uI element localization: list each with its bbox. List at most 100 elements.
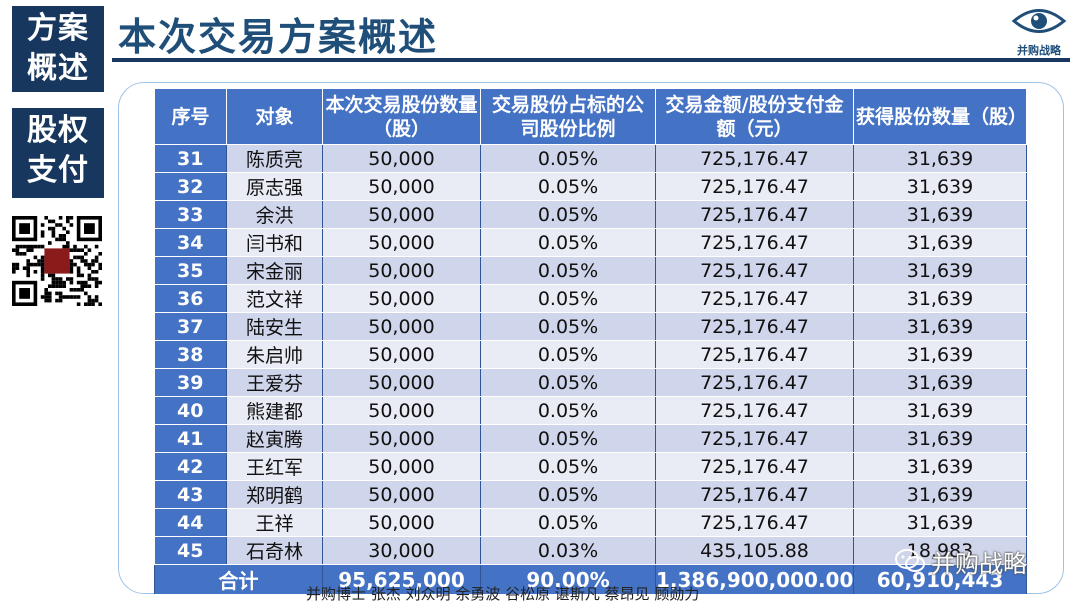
table-row: 35 宋金丽 50,000 0.05% 725,176.47 31,639 <box>154 256 1027 285</box>
share-quantity: 50,000 <box>322 284 481 313</box>
total-label: 合计 <box>154 564 323 595</box>
table-row: 34 闫书和 50,000 0.05% 725,176.47 31,639 <box>154 228 1027 257</box>
transaction-table: 序号 对象 本次交易股份数量（股） 交易股份占标的公司股份比例 交易金额/股份支… <box>154 88 1027 595</box>
table-row: 36 范文祥 50,000 0.05% 725,176.47 31,639 <box>154 284 1027 313</box>
ownership-ratio: 0.05% <box>480 172 656 201</box>
ownership-ratio: 0.05% <box>480 312 656 341</box>
row-index: 33 <box>154 200 227 229</box>
total-ratio: 90.00% <box>480 564 656 595</box>
payment-amount: 435,105.88 <box>655 536 854 565</box>
watermark-text: 并购战略 <box>931 549 1027 578</box>
row-index: 32 <box>154 172 227 201</box>
share-quantity: 50,000 <box>322 452 481 481</box>
row-index: 41 <box>154 424 227 453</box>
table-row: 40 熊建都 50,000 0.05% 725,176.47 31,639 <box>154 396 1027 425</box>
ownership-ratio: 0.05% <box>480 508 656 537</box>
acquired-shares: 31,639 <box>853 452 1027 481</box>
total-shares: 95,625,000 <box>322 564 481 595</box>
acquired-shares: 31,639 <box>853 144 1027 173</box>
share-quantity: 50,000 <box>322 396 481 425</box>
payment-amount: 725,176.47 <box>655 284 854 313</box>
acquired-shares: 31,639 <box>853 340 1027 369</box>
table-row: 44 王祥 50,000 0.05% 725,176.47 31,639 <box>154 508 1027 537</box>
subject-name: 王祥 <box>226 508 323 537</box>
column-header: 对象 <box>226 88 323 145</box>
share-quantity: 50,000 <box>322 144 481 173</box>
total-acquired: 60,910,443 <box>853 564 1027 595</box>
qr-code <box>12 216 102 306</box>
table-row: 43 郑明鹤 50,000 0.05% 725,176.47 31,639 <box>154 480 1027 509</box>
table-row: 31 陈质亮 50,000 0.05% 725,176.47 31,639 <box>154 144 1027 173</box>
share-quantity: 50,000 <box>322 368 481 397</box>
share-quantity: 50,000 <box>322 480 481 509</box>
title-divider <box>112 58 1070 62</box>
subject-name: 熊建都 <box>226 396 323 425</box>
ownership-ratio: 0.05% <box>480 144 656 173</box>
ownership-ratio: 0.05% <box>480 256 656 285</box>
total-amount: 1,386,900,000.00 <box>655 564 854 595</box>
row-index: 45 <box>154 536 227 565</box>
share-quantity: 50,000 <box>322 200 481 229</box>
table-row: 32 原志强 50,000 0.05% 725,176.47 31,639 <box>154 172 1027 201</box>
acquired-shares: 18,983 <box>853 536 1027 565</box>
payment-amount: 725,176.47 <box>655 144 854 173</box>
eye-logo-icon <box>1011 9 1067 33</box>
acquired-shares: 31,639 <box>853 508 1027 537</box>
wechat-icon <box>895 548 925 574</box>
acquired-shares: 31,639 <box>853 480 1027 509</box>
section-label-overview: 方案 概述 <box>12 6 104 92</box>
row-index: 36 <box>154 284 227 313</box>
acquired-shares: 31,639 <box>853 172 1027 201</box>
subject-name: 王爱芬 <box>226 368 323 397</box>
column-header: 交易金额/股份支付金额（元） <box>655 88 854 145</box>
logo-text: 并购战略 <box>1017 44 1061 57</box>
payment-amount: 725,176.47 <box>655 340 854 369</box>
ownership-ratio: 0.05% <box>480 480 656 509</box>
author-credits: 并购博士 张杰 刘众明 余勇波 谷松原 谌斯凡 蔡昂见 顾勋力 <box>306 585 700 603</box>
table-row: 37 陆安生 50,000 0.05% 725,176.47 31,639 <box>154 312 1027 341</box>
table-header-row: 序号 对象 本次交易股份数量（股） 交易股份占标的公司股份比例 交易金额/股份支… <box>154 88 1027 145</box>
payment-amount: 725,176.47 <box>655 200 854 229</box>
subject-name: 郑明鹤 <box>226 480 323 509</box>
ownership-ratio: 0.05% <box>480 340 656 369</box>
column-header: 获得股份数量（股） <box>853 88 1027 145</box>
payment-amount: 725,176.47 <box>655 256 854 285</box>
ownership-ratio: 0.05% <box>480 284 656 313</box>
table-row: 33 余洪 50,000 0.05% 725,176.47 31,639 <box>154 200 1027 229</box>
payment-amount: 725,176.47 <box>655 228 854 257</box>
share-quantity: 50,000 <box>322 312 481 341</box>
section-label-line: 股权 <box>27 113 89 148</box>
payment-amount: 725,176.47 <box>655 368 854 397</box>
payment-amount: 725,176.47 <box>655 480 854 509</box>
row-index: 44 <box>154 508 227 537</box>
share-quantity: 50,000 <box>322 508 481 537</box>
acquired-shares: 31,639 <box>853 368 1027 397</box>
acquired-shares: 31,639 <box>853 200 1027 229</box>
subject-name: 余洪 <box>226 200 323 229</box>
row-index: 42 <box>154 452 227 481</box>
subject-name: 赵寅腾 <box>226 424 323 453</box>
ownership-ratio: 0.05% <box>480 200 656 229</box>
row-index: 43 <box>154 480 227 509</box>
acquired-shares: 31,639 <box>853 312 1027 341</box>
row-index: 31 <box>154 144 227 173</box>
share-quantity: 50,000 <box>322 424 481 453</box>
acquired-shares: 31,639 <box>853 256 1027 285</box>
total-row: 合计 95,625,000 90.00% 1,386,900,000.00 60… <box>154 564 1027 595</box>
section-label-line: 方案 <box>27 11 89 46</box>
acquired-shares: 31,639 <box>853 284 1027 313</box>
payment-amount: 725,176.47 <box>655 508 854 537</box>
column-header: 本次交易股份数量（股） <box>322 88 481 145</box>
table-row: 45 石奇林 30,000 0.03% 435,105.88 18,983 <box>154 536 1027 565</box>
table-row: 39 王爱芬 50,000 0.05% 725,176.47 31,639 <box>154 368 1027 397</box>
row-index: 40 <box>154 396 227 425</box>
table-row: 42 王红军 50,000 0.05% 725,176.47 31,639 <box>154 452 1027 481</box>
acquired-shares: 31,639 <box>853 228 1027 257</box>
section-label-equity-payment: 股权 支付 <box>12 108 104 198</box>
ownership-ratio: 0.05% <box>480 424 656 453</box>
subject-name: 宋金丽 <box>226 256 323 285</box>
subject-name: 闫书和 <box>226 228 323 257</box>
payment-amount: 725,176.47 <box>655 172 854 201</box>
ownership-ratio: 0.03% <box>480 536 656 565</box>
page-title: 本次交易方案概述 <box>118 15 439 59</box>
